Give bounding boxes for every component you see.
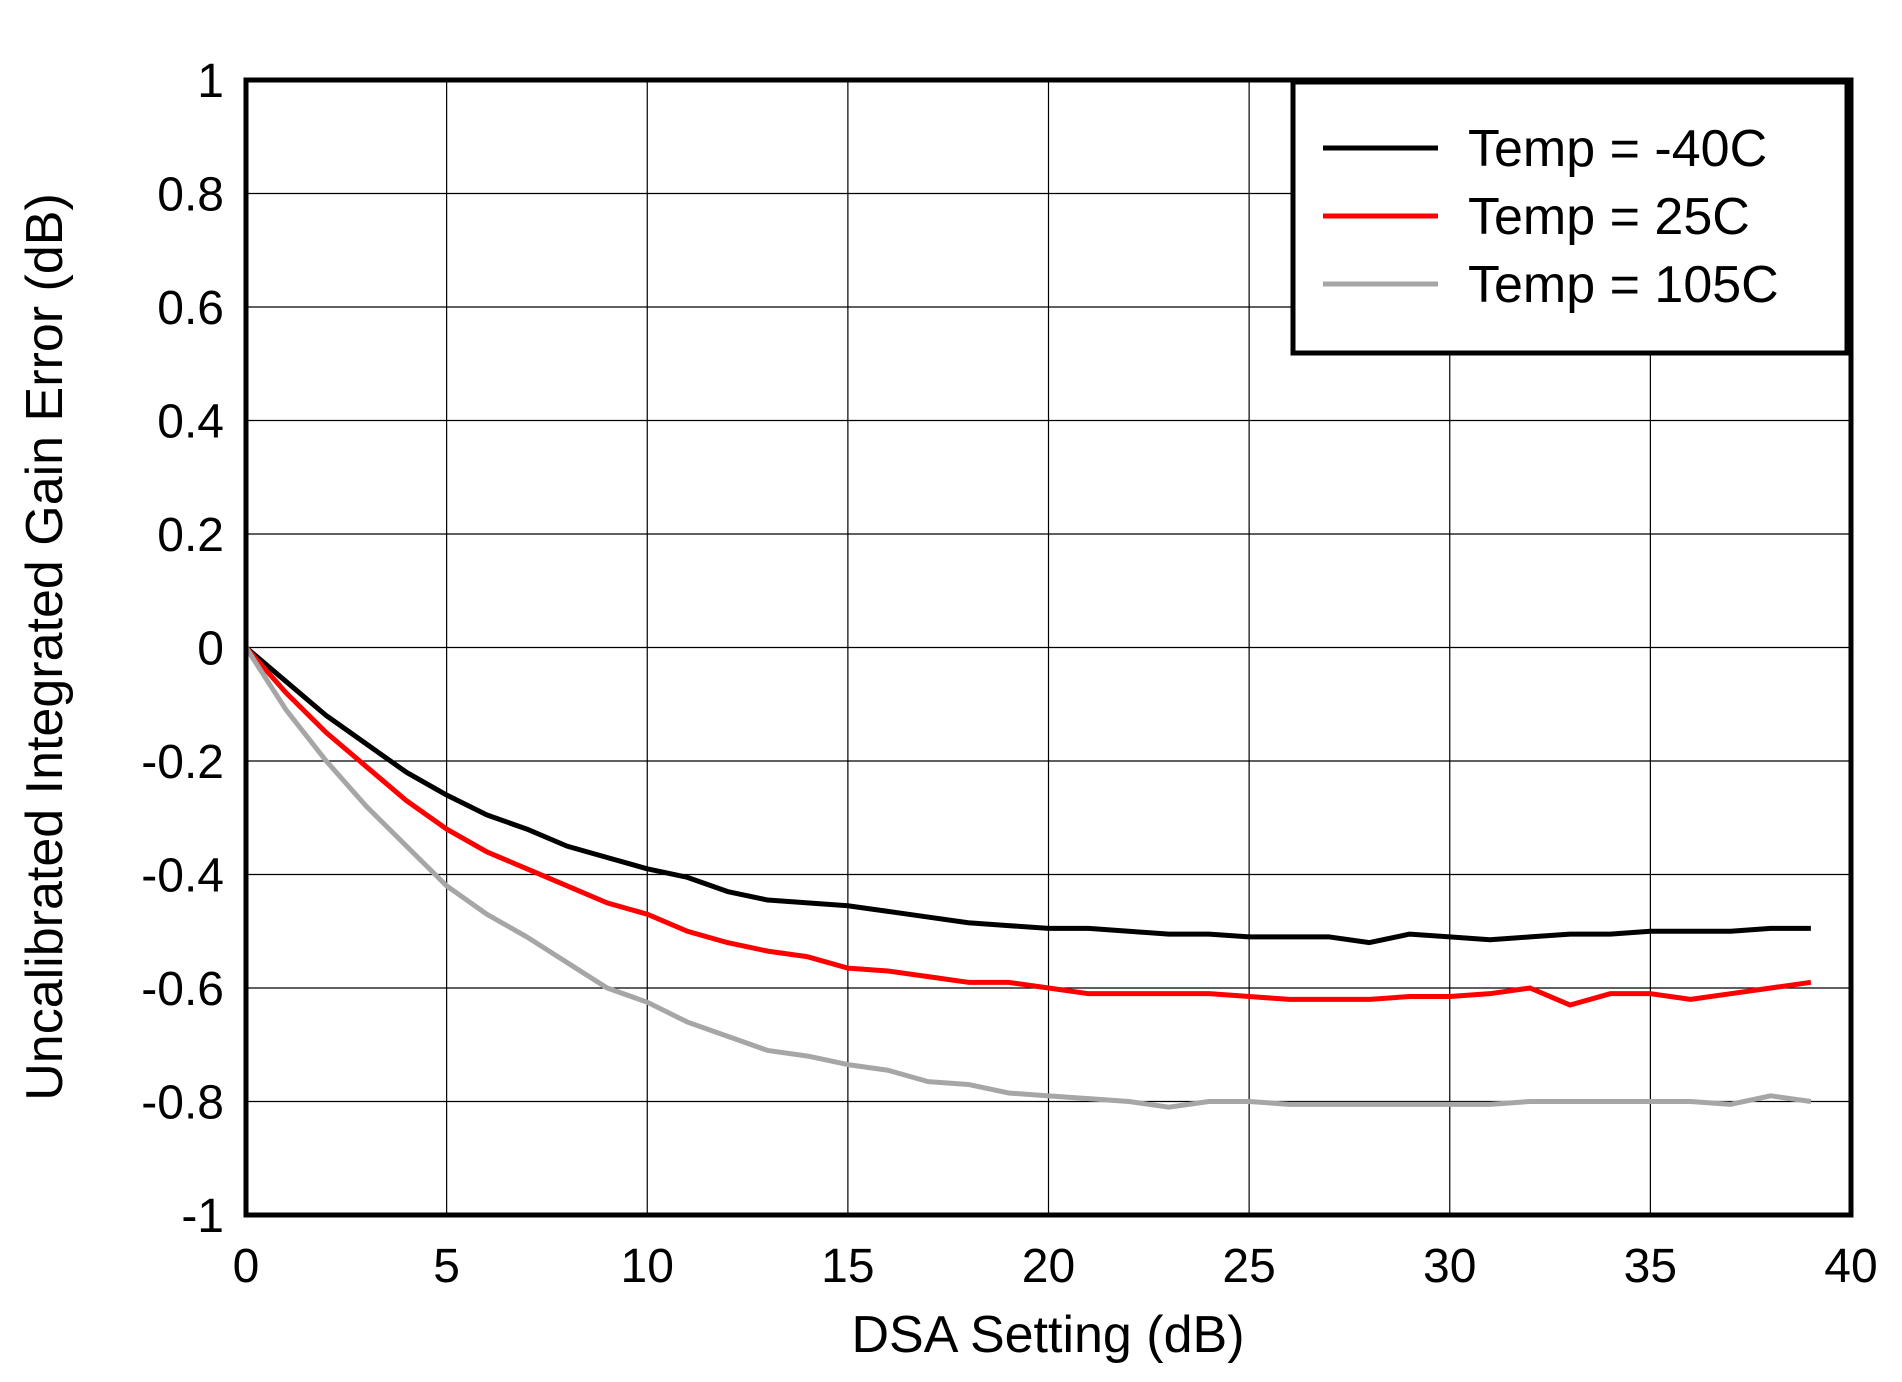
y-tick-label: 0.4: [157, 396, 224, 449]
x-tick-label: 5: [433, 1240, 460, 1293]
y-tick-label: 0.2: [157, 509, 224, 562]
x-tick-label: 25: [1222, 1240, 1275, 1293]
series-line: [244, 645, 1812, 1008]
x-tick-label: 40: [1824, 1240, 1877, 1293]
y-tick-label: -0.6: [141, 963, 224, 1016]
series-line: [243, 646, 1812, 1110]
x-tick-label: 0: [233, 1240, 260, 1293]
legend-label: Temp = 105C: [1468, 256, 1779, 314]
legend-label: Temp = 25C: [1468, 188, 1750, 246]
y-tick-label: 1: [197, 55, 224, 108]
x-tick-label: 20: [1022, 1240, 1075, 1293]
x-tick-label: 10: [621, 1240, 674, 1293]
legend-label: Temp = -40C: [1468, 120, 1767, 178]
x-tick-label: 30: [1423, 1240, 1476, 1293]
y-tick-label: -0.8: [141, 1077, 224, 1130]
x-tick-label: 15: [821, 1240, 874, 1293]
y-tick-label: -0.4: [141, 850, 224, 903]
series-line: [244, 645, 1811, 946]
y-tick-label: -1: [181, 1190, 224, 1243]
y-tick-label: 0: [197, 623, 224, 676]
y-tick-label: -0.2: [141, 736, 224, 789]
y-tick-label: 0.6: [157, 282, 224, 335]
y-tick-label: 0.8: [157, 169, 224, 222]
x-tick-label: 35: [1624, 1240, 1677, 1293]
plot-frame: [243, 77, 1854, 1218]
x-axis-title: DSA Setting (dB): [851, 1306, 1244, 1364]
y-axis-title: Uncalibrated Integrated Gain Error (dB): [16, 193, 74, 1101]
